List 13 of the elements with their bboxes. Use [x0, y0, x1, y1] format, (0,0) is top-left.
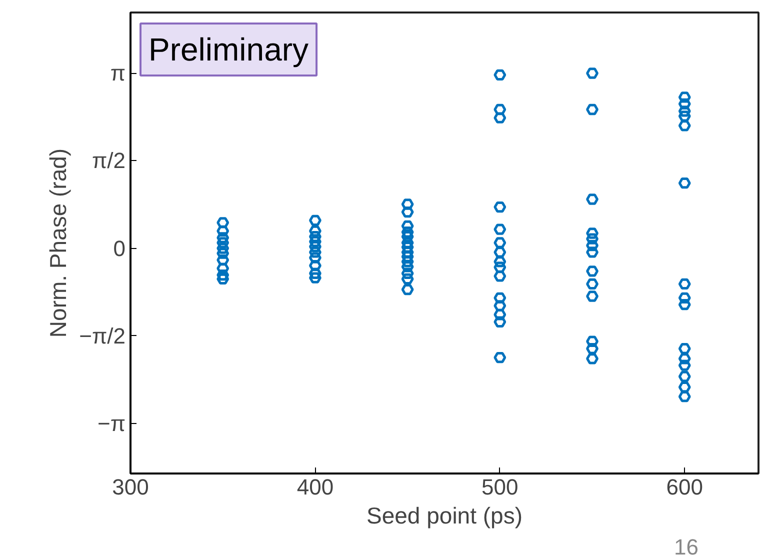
- x-tick-label: 300: [112, 474, 149, 500]
- x-tick-label: 500: [482, 474, 518, 500]
- x-tick-label: 600: [666, 474, 703, 500]
- y-tick-label: π: [110, 60, 126, 86]
- text: 16: [674, 534, 699, 559]
- x-tick-label: 400: [296, 474, 334, 500]
- x-axis-title: Seed point (ps): [366, 502, 522, 528]
- y-tick-label: π/2: [92, 148, 126, 174]
- y-tick-label: −π: [97, 410, 126, 436]
- annotation: Preliminary: [148, 32, 309, 68]
- y-tick-label: −π/2: [79, 323, 126, 348]
- y-tick-label: 0: [113, 236, 126, 261]
- y-axis-title: Norm. Phase (rad): [45, 148, 72, 338]
